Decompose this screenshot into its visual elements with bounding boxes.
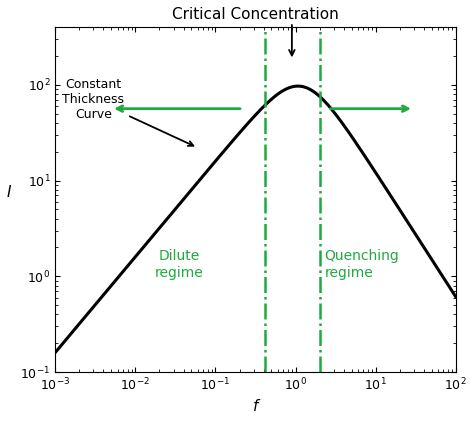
Text: Quenching
regime: Quenching regime xyxy=(325,250,399,280)
Title: Critical Concentration: Critical Concentration xyxy=(172,7,339,22)
X-axis label: f: f xyxy=(253,399,258,414)
Y-axis label: I: I xyxy=(7,185,11,200)
Text: Constant
Thickness
Curve: Constant Thickness Curve xyxy=(63,78,193,146)
Text: Dilute
regime: Dilute regime xyxy=(155,250,203,280)
